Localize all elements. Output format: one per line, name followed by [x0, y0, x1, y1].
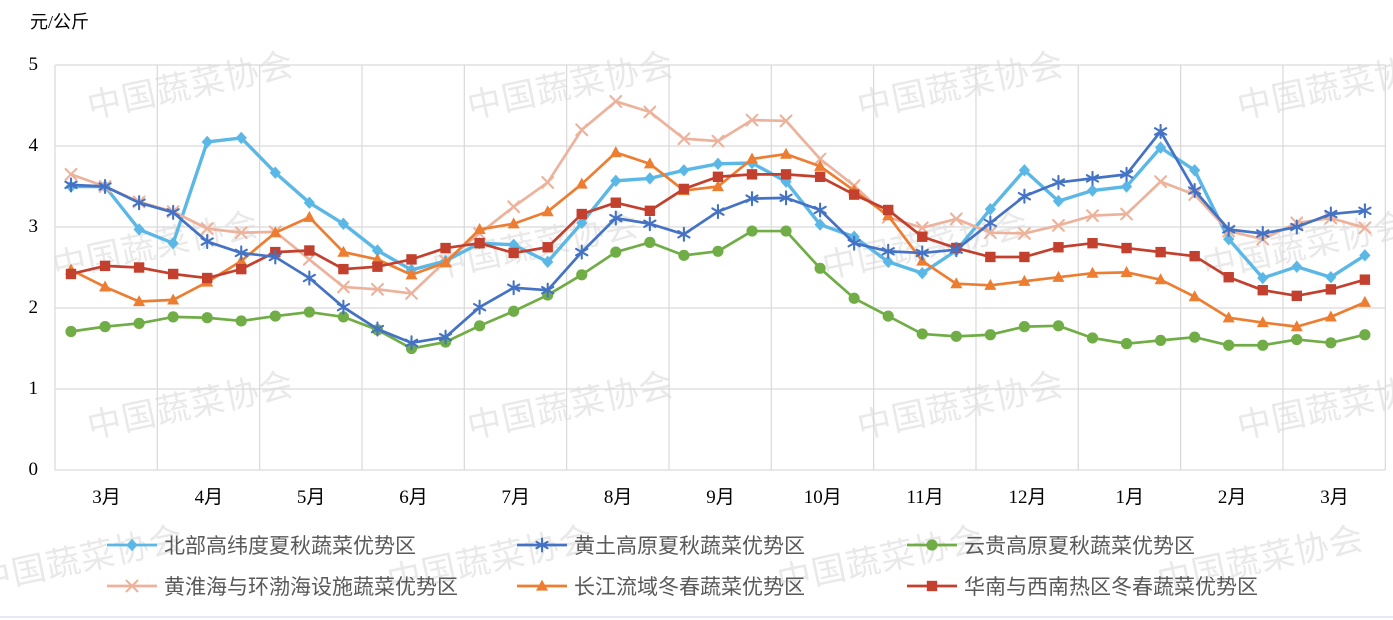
legend-label: 华南与西南热区冬春蔬菜优势区 [964, 575, 1258, 599]
x-tick-month-5: 8月 [603, 487, 633, 508]
x-tick-month-4: 7月 [501, 487, 531, 508]
x-tick-month-11: 2月 [1217, 487, 1247, 508]
series-3 [64, 95, 1372, 300]
x-tick-month-9: 12月 [1008, 487, 1047, 508]
square-legend-marker-icon [907, 580, 957, 592]
x-tick-month-12: 3月 [1320, 487, 1349, 508]
y-tick-4: 4 [28, 135, 39, 156]
legend-item-series-5: 华南与西南热区冬春蔬菜优势区 [906, 574, 1258, 599]
y-tick-2: 2 [28, 297, 39, 318]
triangle-legend-marker-icon [517, 579, 567, 591]
legend-label: 黄土高原夏秋蔬菜优势区 [574, 534, 805, 558]
y-tick-0: 0 [28, 459, 39, 480]
legend-item-series-1: 黄土高原夏秋蔬菜优势区 [516, 533, 805, 558]
bottom-divider-line [0, 616, 1393, 618]
x-tick-month-6: 9月 [706, 487, 735, 508]
y-axis-unit-label: 元/公斤 [30, 12, 90, 32]
series-2 [65, 225, 1371, 355]
legend-label: 北部高纬度夏秋蔬菜优势区 [164, 534, 416, 558]
diamond-legend-marker-icon [107, 538, 157, 552]
legend-item-series-3: 黄淮海与环渤海设施蔬菜优势区 [106, 574, 458, 599]
gridlines [54, 64, 1386, 471]
circle-legend-marker-icon [907, 539, 957, 551]
series-5 [65, 169, 1371, 302]
x-tick-month-1: 4月 [194, 487, 224, 508]
series-0 [65, 131, 1371, 285]
y-tick-1: 1 [28, 378, 39, 399]
y-tick-5: 5 [28, 54, 39, 75]
legend-label: 云贵高原夏秋蔬菜优势区 [964, 534, 1195, 558]
x-tick-month-10: 1月 [1115, 487, 1145, 508]
x-tick-month-2: 5月 [296, 487, 326, 508]
asterisk-legend-marker-icon [517, 537, 567, 553]
y-tick-3: 3 [28, 216, 39, 237]
legend-item-series-2: 云贵高原夏秋蔬菜优势区 [906, 533, 1195, 558]
legend-label: 黄淮海与环渤海设施蔬菜优势区 [164, 575, 458, 599]
series-1 [64, 123, 1372, 351]
legend-item-series-4: 长江流域冬春蔬菜优势区 [516, 574, 805, 599]
x-tick-month-0: 3月 [92, 487, 121, 508]
x-tick-month-7: 10月 [803, 487, 842, 508]
legend-label: 长江流域冬春蔬菜优势区 [574, 575, 805, 599]
x-tick-month-8: 11月 [906, 487, 944, 508]
x-legend-marker-icon [107, 579, 157, 593]
x-tick-month-3: 6月 [399, 487, 428, 508]
legend-item-series-0: 北部高纬度夏秋蔬菜优势区 [106, 533, 416, 558]
